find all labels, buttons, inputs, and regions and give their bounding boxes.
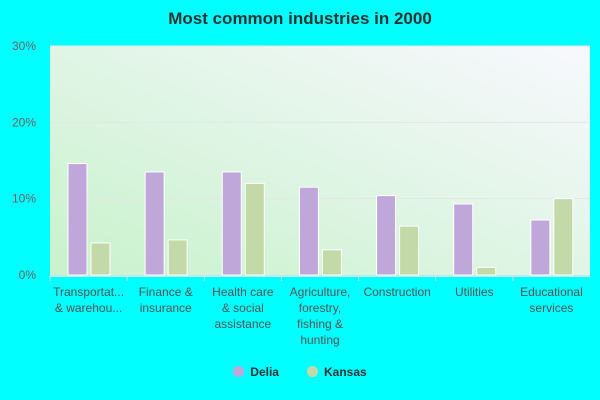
x-tick-label: fishing &: [297, 317, 343, 331]
x-tick-label: insurance: [140, 301, 192, 315]
x-tick-label: Finance &: [139, 285, 193, 299]
legend-label: Kansas: [323, 365, 367, 379]
y-tick-label: 30%: [12, 39, 36, 53]
bar-delia: [376, 195, 397, 276]
x-tick-label: forestry,: [299, 301, 341, 315]
bar-delia: [453, 203, 474, 276]
chart-title: Most common industries in 2000: [168, 9, 432, 28]
x-tick-label: services: [529, 301, 573, 315]
bar-kansas: [321, 249, 342, 276]
bar-delia: [144, 171, 165, 276]
x-tick-label: & social: [222, 301, 264, 315]
legend-swatch: [306, 366, 318, 377]
bar-kansas: [553, 198, 574, 276]
x-tick-label: Agriculture,: [290, 285, 351, 299]
bar-delia: [530, 219, 551, 276]
x-tick-label: & warehou...: [55, 301, 122, 315]
bar-kansas: [244, 182, 265, 276]
y-tick-label: 10%: [12, 192, 36, 206]
legend: Delia Kansas: [0, 365, 600, 379]
x-tick-label: Transportat...: [53, 285, 124, 299]
legend-item: Delia: [233, 365, 279, 379]
legend-label: Delia: [250, 365, 279, 379]
bar-delia: [298, 186, 319, 276]
bar-delia: [221, 171, 242, 276]
x-tick-label: Educational: [520, 285, 583, 299]
x-tick-label: assistance: [215, 317, 272, 331]
bar-kansas: [167, 239, 188, 276]
bar-kansas: [476, 266, 497, 276]
plot-area: [50, 46, 590, 275]
x-tick-label: hunting: [300, 333, 339, 347]
legend-item: Kansas: [306, 365, 367, 379]
x-tick-label: Health care: [212, 285, 274, 299]
bar-kansas: [399, 225, 420, 276]
bar-kansas: [90, 242, 111, 276]
y-tick-label: 0%: [19, 268, 37, 282]
legend-swatch: [233, 366, 245, 377]
x-tick-label: Utilities: [455, 285, 494, 299]
bar-delia: [67, 163, 88, 276]
y-tick-label: 20%: [12, 115, 36, 129]
x-tick-label: Construction: [363, 285, 430, 299]
